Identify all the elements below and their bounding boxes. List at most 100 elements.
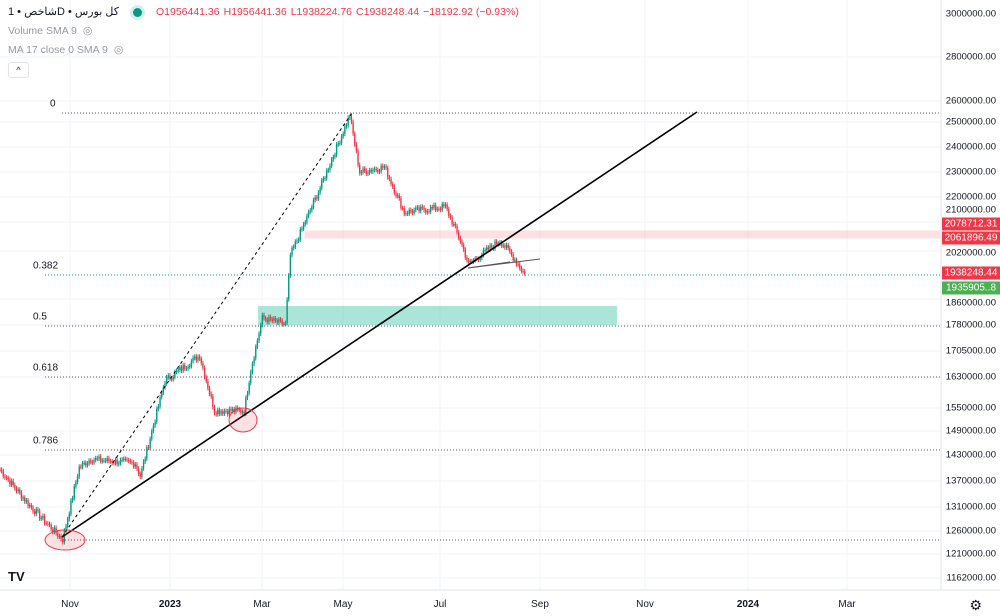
candle — [113, 462, 115, 464]
candle — [335, 144, 338, 156]
candle — [350, 116, 353, 122]
candle — [124, 458, 127, 460]
support-zone[interactable] — [258, 306, 617, 325]
candle — [416, 207, 419, 209]
candle — [62, 539, 64, 543]
fib-level-label: 0.382 — [33, 260, 59, 272]
indicator-volume[interactable]: Volume SMA 9 ◎ — [8, 24, 523, 38]
candle — [152, 425, 155, 431]
candle — [47, 523, 49, 525]
candle — [202, 363, 204, 368]
candle — [297, 239, 300, 241]
price-label: 2020000.00 — [945, 247, 996, 259]
price-label: 1310000.00 — [945, 501, 996, 513]
candle — [104, 460, 107, 462]
eye-hidden-icon[interactable]: ◎ — [82, 25, 93, 37]
candle — [213, 407, 216, 414]
candle — [406, 213, 409, 215]
candle — [363, 168, 366, 171]
candle — [106, 458, 108, 461]
time-label: Sep — [531, 599, 549, 610]
candle — [396, 195, 399, 197]
candle — [164, 383, 166, 388]
candle — [132, 462, 135, 467]
candle — [192, 357, 194, 362]
trend-line[interactable] — [61, 111, 698, 538]
low-marker[interactable] — [228, 407, 258, 433]
candle — [520, 268, 523, 271]
price-label: 2200000.00 — [945, 191, 996, 203]
candle — [524, 271, 526, 274]
candle — [431, 207, 433, 209]
candle — [66, 519, 69, 527]
candle — [162, 387, 165, 393]
candle — [500, 242, 503, 246]
candle — [194, 356, 196, 358]
price-label: 2800000.00 — [945, 51, 996, 63]
symbol-title[interactable]: شاخص • 1D • کل بورس — [8, 6, 119, 18]
candle — [146, 447, 148, 459]
candle — [90, 460, 92, 462]
candle — [378, 171, 381, 173]
low-value: L1938224.76 — [290, 6, 353, 18]
candle — [195, 356, 198, 361]
price-label: 1490000.00 — [945, 425, 996, 437]
ohlc-values: O1956441.36 H1956441.36 L1938224.76 C193824… — [156, 5, 523, 19]
low-marker[interactable] — [44, 529, 86, 551]
high-value: H1956441.36 — [223, 6, 287, 18]
price-label: 1860000.00 — [945, 297, 996, 309]
candle — [198, 356, 201, 359]
candle — [126, 459, 128, 461]
price-axis[interactable]: 3000000.00 2800000.00 2600000.00 2500000.00… — [940, 0, 1000, 616]
candle — [388, 177, 391, 179]
candle — [436, 208, 438, 210]
candle — [70, 500, 72, 514]
resistance-zone[interactable] — [304, 230, 942, 239]
indicator-label: MA 17 close 0 SMA 9 — [8, 44, 108, 56]
candle — [137, 468, 140, 474]
candle — [293, 246, 295, 249]
candle — [220, 411, 222, 414]
indicator-ma[interactable]: MA 17 close 0 SMA 9 ◎ — [8, 43, 523, 57]
fib-dashed-line[interactable] — [61, 112, 353, 538]
candle — [359, 164, 361, 174]
candle — [27, 500, 29, 507]
candle — [507, 244, 509, 249]
candle — [177, 369, 179, 371]
candle — [78, 466, 80, 477]
gear-icon[interactable]: ⚙ — [969, 597, 982, 613]
tradingview-logo[interactable]: TV — [8, 569, 25, 584]
candle — [40, 517, 42, 519]
triangle-lower[interactable] — [467, 261, 511, 269]
candle — [203, 367, 206, 378]
candle — [251, 363, 254, 372]
candle — [395, 192, 397, 197]
candle — [459, 237, 462, 242]
candle — [400, 198, 402, 209]
candle — [446, 204, 448, 209]
candle — [307, 212, 310, 217]
candle — [42, 516, 44, 518]
candle — [425, 210, 427, 213]
price-label: 2400000.00 — [945, 141, 996, 153]
candle — [502, 245, 504, 247]
candle — [512, 254, 514, 261]
candle — [114, 459, 117, 464]
candle — [474, 258, 476, 261]
candle — [312, 200, 315, 207]
candle — [339, 142, 341, 144]
candle — [55, 527, 57, 534]
candle — [215, 413, 217, 415]
candle — [491, 245, 493, 248]
candle — [443, 204, 445, 207]
candle — [48, 524, 51, 526]
candle — [383, 166, 386, 168]
candle — [169, 375, 171, 379]
candle — [477, 258, 480, 260]
chart-legend: شاخص • 1D • کل بورس O1956441.36 H1956441.… — [8, 5, 523, 78]
candle — [444, 204, 447, 207]
eye-hidden-icon[interactable]: ◎ — [113, 44, 124, 56]
collapse-legend-button[interactable]: ^ — [8, 62, 29, 78]
candle — [401, 208, 404, 210]
